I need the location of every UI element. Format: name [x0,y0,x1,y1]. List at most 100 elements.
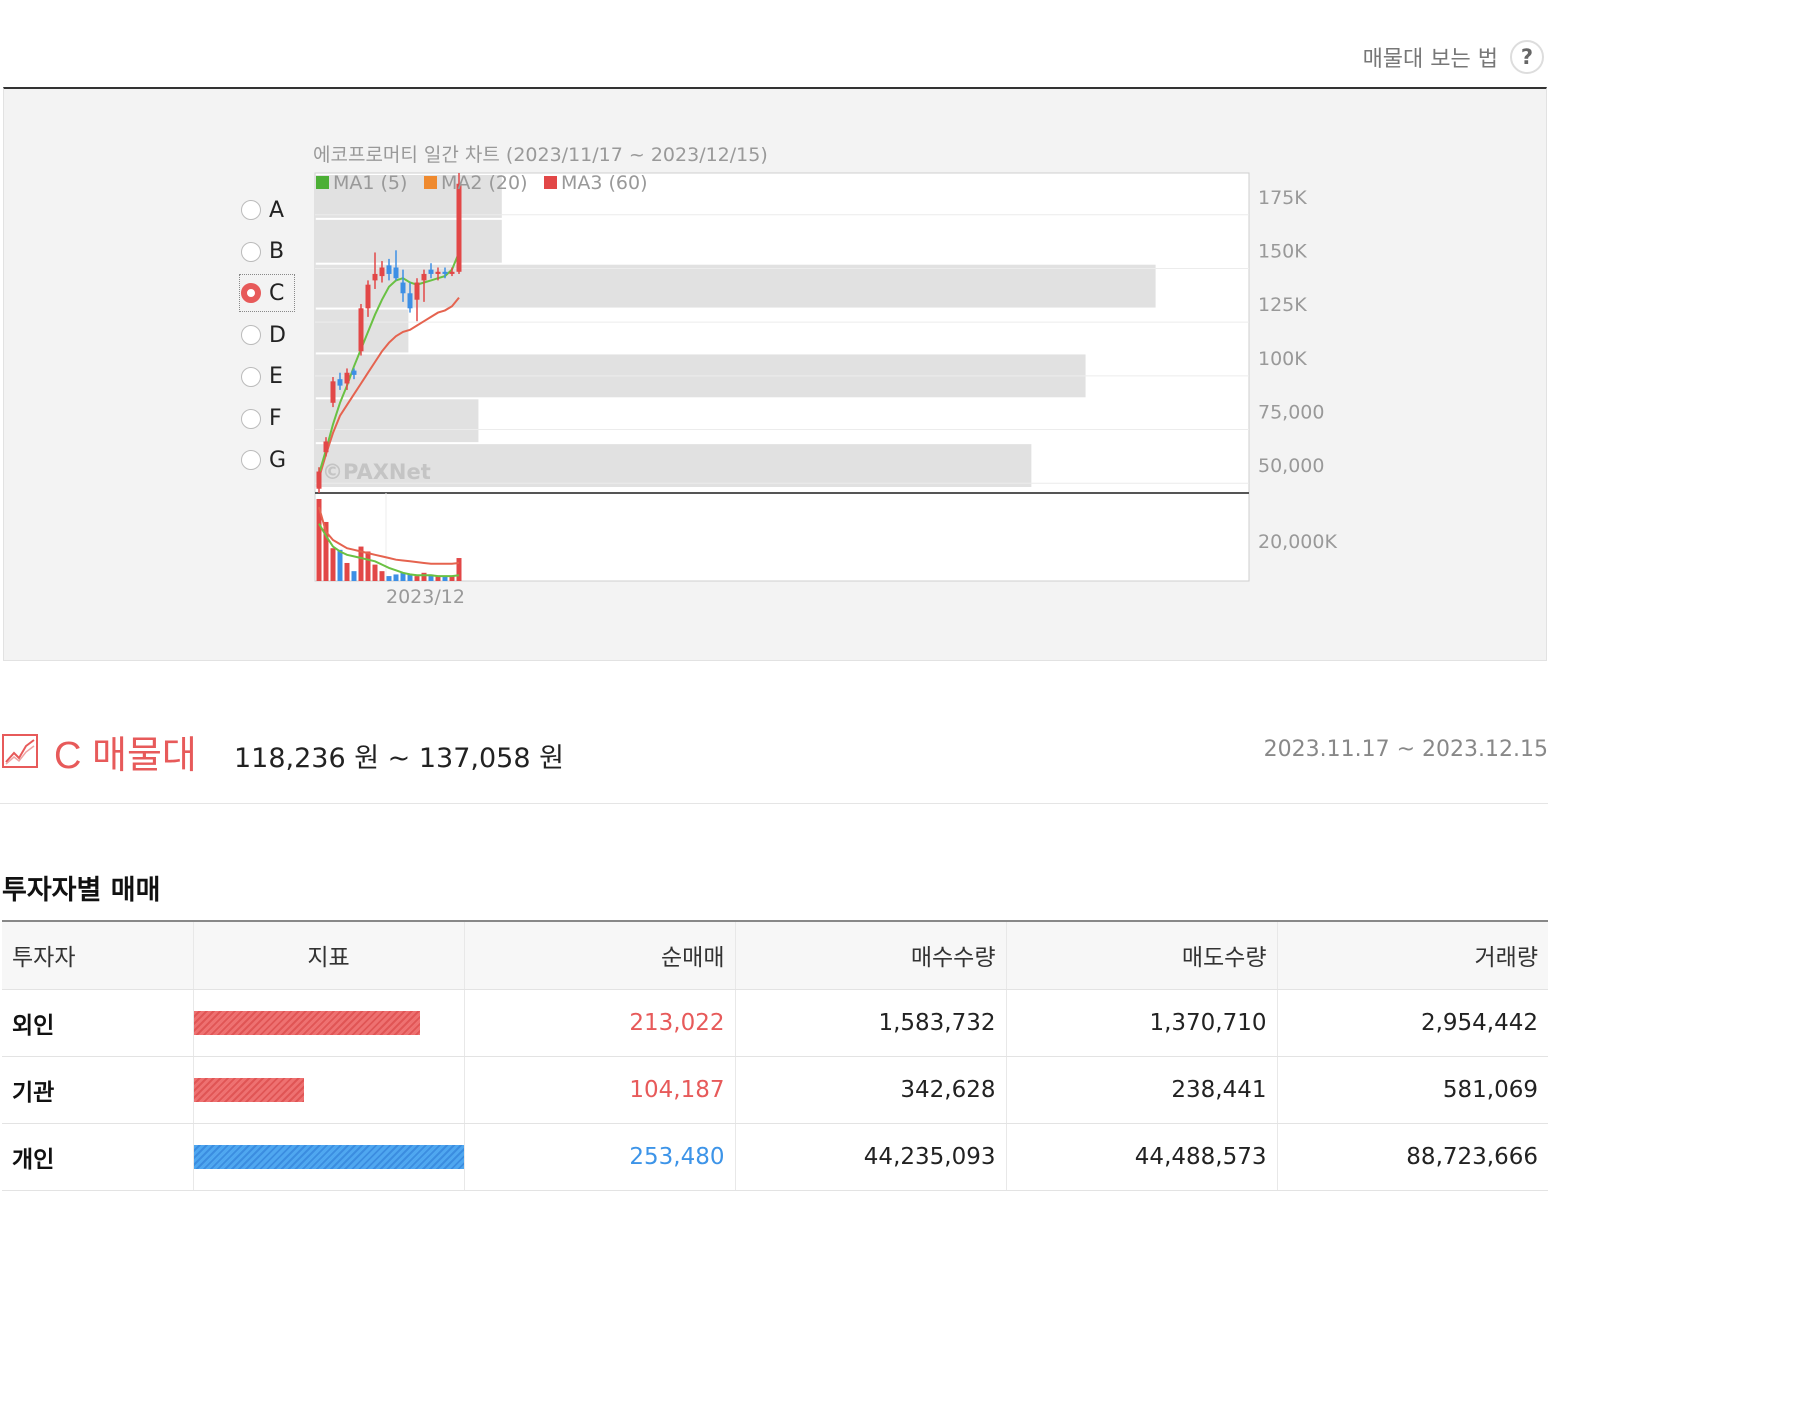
band-option-g[interactable]: G [241,443,293,477]
volume-bar [435,576,441,581]
radio-button-icon[interactable] [241,366,261,387]
candle-body [428,269,434,274]
radio-button-icon[interactable] [241,283,261,304]
volume-bar [379,571,385,581]
question-icon[interactable]: ? [1510,40,1544,74]
candle-body [407,293,413,309]
net-trade-bar [193,1144,464,1169]
net-trade-bar-cell [193,1123,465,1191]
col-header-net: 순매매 [464,920,736,990]
legend-label: MA3 (60) [561,172,648,194]
line-chart-icon [2,734,38,768]
watermark-logo: ©PAXNet [322,460,431,484]
band-option-b[interactable]: B [241,235,293,269]
candle-body [351,370,357,375]
price-tick-label: 175K [1258,187,1307,209]
investor-table-title: 투자자별 매매 [2,875,161,906]
volume-bar [421,572,427,581]
candle-body [344,372,350,384]
volume-profile-bar-f [315,399,479,443]
volume-profile-bar-b [315,219,502,263]
volume-bar [442,576,448,581]
price-tick-label: 75,000 [1258,402,1324,424]
volume-profile-bar-g [315,444,1032,487]
help-link[interactable]: 매물대 보는 법 ? [1363,40,1544,74]
ma-long-line [318,296,460,479]
volume-bar [400,572,406,581]
band-option-d[interactable]: D [241,318,293,352]
price-tick-label: 50,000 [1258,455,1324,477]
volume-ma-line [318,506,460,565]
volume-bar [365,551,371,581]
ma-short-line [318,252,460,474]
band-option-c[interactable]: C [239,274,295,313]
net-trade-bar-cell [193,989,465,1057]
legend-swatch [424,176,437,189]
trade-volume: 581,069 [1277,1056,1548,1124]
col-header-volume: 거래량 [1277,920,1548,990]
band-option-label: B [269,239,285,265]
band-title: C 매물대 [54,735,197,777]
band-date-range: 2023.11.17 ~ 2023.12.15 [1263,737,1548,762]
band-option-f[interactable]: F [241,402,293,436]
col-header-buy: 매수수량 [735,920,1007,990]
legend-label: MA1 (5) [333,172,407,194]
band-summary: C 매물대 118,236 원 ~ 137,058 원 2023.11.17 ~… [0,722,1548,804]
volume-bar [358,546,364,581]
net-trade-bar-cell [193,1056,465,1124]
candle-body [358,308,364,352]
candle-body [421,273,427,281]
candle-body [386,265,392,274]
buy-quantity: 1,583,732 [735,989,1007,1057]
volume-bar [386,576,392,581]
investor-table: 투자자 지표 순매매 매수수량 매도수량 거래량 외인 213,022 1,583,… [2,920,1548,1191]
candle-body [379,267,385,277]
buy-quantity: 44,235,093 [735,1123,1007,1191]
band-option-e[interactable]: E [241,360,293,394]
radio-button-icon[interactable] [241,450,261,471]
band-option-label: A [269,197,285,223]
candle-body [323,441,329,453]
candle-body [442,271,448,274]
help-label: 매물대 보는 법 [1362,47,1498,72]
volume-bar [449,576,455,581]
legend-swatch [544,176,557,189]
candle-body [330,381,336,403]
volume-bar [456,558,462,581]
candle-body [372,273,378,281]
net-trade-value: 213,022 [464,989,736,1057]
candle-body [316,471,322,489]
sell-quantity: 238,441 [1006,1056,1278,1124]
volume-bar [337,549,343,581]
volume-profile-bar-a [315,175,502,218]
sell-quantity: 44,488,573 [1006,1123,1278,1191]
buy-quantity: 342,628 [735,1056,1007,1124]
trade-volume: 2,954,442 [1277,989,1548,1057]
radio-button-icon[interactable] [241,200,261,220]
radio-button-icon[interactable] [241,241,261,262]
band-option-label: C [269,280,285,306]
candle-body [393,267,399,279]
col-header-sell: 매도수량 [1006,920,1278,990]
volume-bar [414,576,420,581]
band-option-a[interactable]: A [241,193,293,227]
radio-button-icon[interactable] [241,325,261,346]
radio-button-icon[interactable] [241,408,261,429]
candle-body [456,183,462,272]
volume-bar [344,562,350,581]
band-option-label: D [269,322,286,348]
investor-name: 외인 [2,989,194,1057]
investor-name: 개인 [2,1123,194,1191]
table-row: 외인 213,022 1,583,732 1,370,710 2,954,442 [2,989,1548,1057]
chart-title: 에코프로머티 일간 차트 (2023/11/17 ~ 2023/12/15) [313,144,768,166]
band-option-label: E [269,364,283,390]
col-header-investor: 투자자 [2,920,194,990]
volume-bar [407,574,413,581]
legend-swatch [316,176,329,189]
volume-bar [393,574,399,581]
net-trade-bar [193,1010,421,1035]
legend-label: MA2 (20) [441,172,528,194]
table-row: 개인 253,480 44,235,093 44,488,573 88,723,666 [2,1123,1548,1191]
candle-body [449,271,455,274]
